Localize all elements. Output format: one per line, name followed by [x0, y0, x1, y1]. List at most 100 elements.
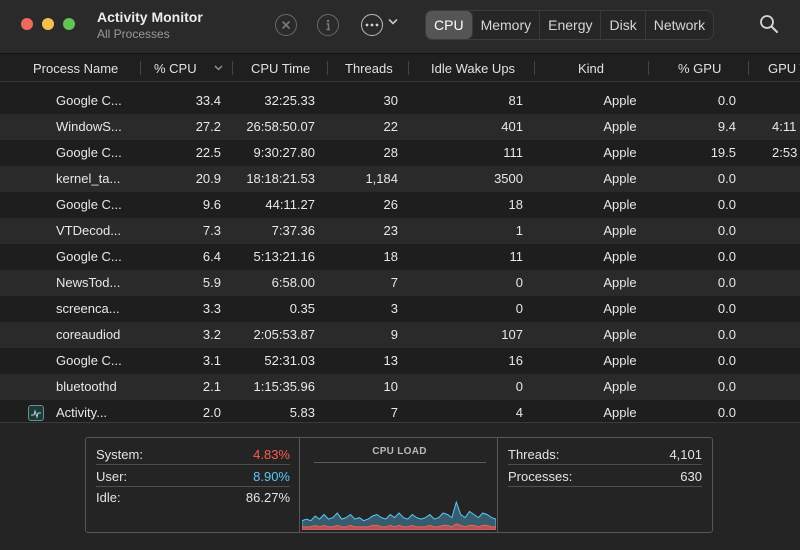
ellipsis-icon[interactable]	[361, 14, 383, 36]
process-cpu: 7.3	[202, 223, 221, 238]
summary-box: System: 4.83% User: 8.90% Idle: 86.27% C…	[85, 437, 713, 533]
column-divider[interactable]	[748, 61, 749, 75]
process-cpu: 6.4	[202, 249, 221, 264]
process-name: WindowS...	[56, 119, 122, 134]
process-name: bluetoothd	[56, 379, 117, 394]
column-header-cpu[interactable]: % CPU	[154, 60, 197, 76]
process-idle-wake-ups: 0	[515, 275, 523, 290]
cpu-load-title: CPU LOAD	[372, 446, 427, 457]
process-name: screenca...	[56, 301, 120, 316]
process-table: Google C... 33.4 32:25.33 30 81 Apple 0.…	[0, 88, 800, 422]
tab-cpu[interactable]: CPU	[426, 11, 473, 39]
process-cpu-time: 18:18:21.53	[246, 171, 315, 186]
cpu-load-system-area	[302, 523, 496, 530]
column-header-cpu-time[interactable]: CPU Time	[251, 60, 311, 76]
table-row[interactable]: Google C... 9.6 44:11.27 26 18 Apple 0.0	[0, 192, 800, 218]
process-threads: 26	[383, 197, 398, 212]
process-cpu: 33.4	[195, 93, 221, 108]
process-cpu: 2.0	[202, 405, 221, 420]
column-header-idle-wake-ups[interactable]: Idle Wake Ups	[431, 60, 516, 76]
process-kind: Apple	[603, 275, 637, 290]
window-title: Activity Monitor	[97, 9, 203, 25]
column-header-gpu-time[interactable]: GPU T	[768, 60, 800, 76]
info-icon[interactable]	[317, 14, 339, 36]
processes-label: Processes:	[508, 469, 573, 484]
column-divider[interactable]	[534, 61, 535, 75]
activity-monitor-app-icon	[28, 405, 44, 421]
process-kind: Apple	[603, 301, 637, 316]
table-row[interactable]: VTDecod... 7.3 7:37.36 23 1 Apple 0.0	[0, 218, 800, 244]
process-idle-wake-ups: 3500	[494, 171, 523, 186]
table-row[interactable]: bluetoothd 2.1 1:15:35.96 10 0 Apple 0.0	[0, 374, 800, 400]
chevron-down-icon[interactable]	[388, 15, 398, 29]
table-row[interactable]: Google C... 22.5 9:30:27.80 28 111 Apple…	[0, 140, 800, 166]
process-idle-wake-ups: 16	[508, 353, 523, 368]
process-cpu: 22.5	[195, 145, 221, 160]
column-header-process-name[interactable]: Process Name	[33, 60, 119, 76]
process-cpu: 5.9	[202, 275, 221, 290]
user-value: 8.90%	[253, 469, 290, 484]
process-kind: Apple	[603, 249, 637, 264]
process-threads: 10	[383, 379, 398, 394]
column-divider[interactable]	[408, 61, 409, 75]
process-name: Google C...	[56, 93, 122, 108]
stop-process-icon[interactable]	[275, 14, 297, 36]
process-cpu-time: 1:15:35.96	[253, 379, 315, 394]
process-kind: Apple	[603, 353, 637, 368]
process-threads: 7	[390, 405, 398, 420]
table-row[interactable]: coreaudiod 3.2 2:05:53.87 9 107 Apple 0.…	[0, 322, 800, 348]
process-cpu-time: 44:11.27	[265, 197, 315, 212]
process-threads: 22	[383, 119, 398, 134]
column-divider[interactable]	[648, 61, 649, 75]
table-row[interactable]: Google C... 6.4 5:13:21.16 18 11 Apple 0…	[0, 244, 800, 270]
process-kind: Apple	[603, 171, 637, 186]
process-cpu-time: 7:37.36	[271, 223, 315, 238]
process-cpu-time: 2:05:53.87	[253, 327, 315, 342]
system-stat: System: 4.83%	[96, 445, 290, 465]
process-kind: Apple	[603, 197, 637, 212]
idle-stat: Idle: 86.27%	[96, 488, 290, 508]
tab-network[interactable]: Network	[653, 17, 706, 33]
tab-disk[interactable]: Disk	[601, 11, 646, 39]
process-idle-wake-ups: 81	[508, 93, 523, 108]
column-divider[interactable]	[140, 61, 141, 75]
zoom-window-button[interactable]	[63, 18, 75, 30]
column-header-kind[interactable]: Kind	[578, 60, 605, 76]
cpu-load-graph-section: CPU LOAD	[299, 438, 498, 532]
process-idle-wake-ups: 1	[515, 223, 523, 238]
process-cpu: 3.3	[202, 301, 221, 316]
user-stat: User: 8.90%	[96, 467, 290, 487]
window-subtitle: All Processes	[97, 27, 170, 41]
process-cpu-time: 52:31.03	[264, 353, 315, 368]
search-icon[interactable]	[759, 14, 779, 34]
close-window-button[interactable]	[21, 18, 33, 30]
toolbar: Activity Monitor All Processes CPU Memor…	[0, 0, 800, 54]
table-row[interactable]: Google C... 3.1 52:31.03 13 16 Apple 0.0	[0, 348, 800, 374]
table-row[interactable]: kernel_ta... 20.9 18:18:21.53 1,184 3500…	[0, 166, 800, 192]
tab-memory[interactable]: Memory	[473, 11, 541, 39]
process-threads: 18	[383, 249, 398, 264]
process-gpu-time	[772, 88, 800, 114]
process-gpu: 0.0	[717, 171, 736, 186]
table-row[interactable]: WindowS... 27.2 26:58:50.07 22 401 Apple…	[0, 114, 800, 140]
table-row[interactable]: NewsTod... 5.9 6:58.00 7 0 Apple 0.0	[0, 270, 800, 296]
column-header-threads[interactable]: Threads	[345, 60, 393, 76]
column-divider[interactable]	[232, 61, 233, 75]
column-divider[interactable]	[327, 61, 328, 75]
process-name: Google C...	[56, 197, 122, 212]
process-kind: Apple	[603, 119, 637, 134]
processes-value: 630	[680, 469, 702, 484]
column-header-gpu[interactable]: % GPU	[678, 60, 722, 76]
table-row[interactable]: screenca... 3.3 0.35 3 0 Apple 0.0	[0, 296, 800, 322]
table-row[interactable]: Google C... 33.4 32:25.33 30 81 Apple 0.…	[0, 88, 800, 114]
process-threads: 7	[390, 275, 398, 290]
process-gpu-time	[772, 348, 800, 374]
process-gpu-time	[772, 296, 800, 322]
minimize-window-button[interactable]	[42, 18, 54, 30]
sort-descending-chevron-icon[interactable]	[214, 54, 223, 82]
process-cpu-time: 26:58:50.07	[246, 119, 315, 134]
process-kind: Apple	[603, 405, 637, 420]
tab-energy[interactable]: Energy	[540, 11, 602, 39]
cpu-summary-panel: System: 4.83% User: 8.90% Idle: 86.27% C…	[0, 422, 800, 550]
table-row[interactable]: Activity... 2.0 5.83 7 4 Apple 0.0	[0, 400, 800, 422]
